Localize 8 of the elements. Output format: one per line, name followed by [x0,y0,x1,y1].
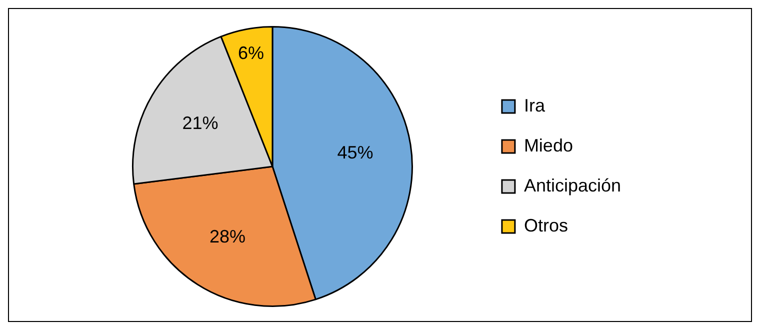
data-label: 21% [182,112,218,133]
legend-label: Anticipación [524,175,622,196]
data-label: 6% [238,42,264,63]
data-label: 28% [210,226,246,246]
legend-label: Ira [524,95,546,116]
data-label: 45% [337,142,374,162]
legend-label: Otros [524,215,568,236]
legend-label: Miedo [524,135,573,156]
